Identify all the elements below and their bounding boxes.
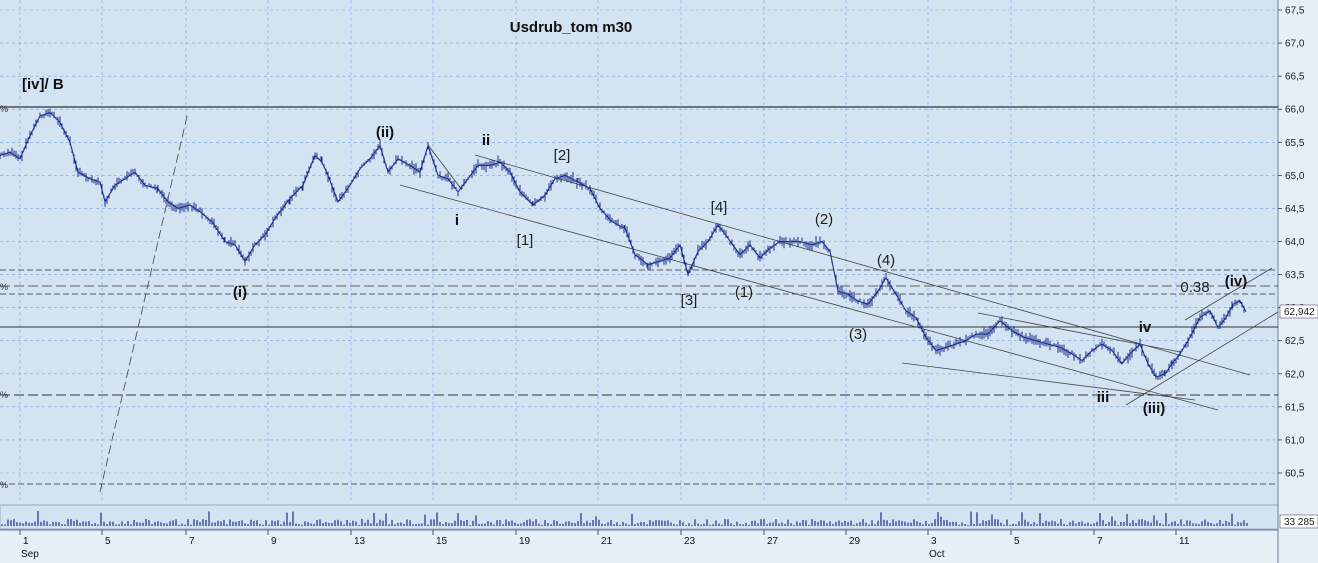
- y-tick-label: 64,5: [1285, 204, 1305, 215]
- chart-title: Usdrub_tom m30: [510, 19, 633, 36]
- y-tick-label: 65,0: [1285, 171, 1305, 182]
- x-month-label: Sep: [21, 549, 39, 560]
- wave-label-i-paren: (i): [233, 284, 247, 301]
- wave-label-b1: [1]: [517, 232, 534, 249]
- volume-value: 33 285: [1284, 517, 1315, 528]
- volume-value-marker: 33 285: [1279, 514, 1318, 529]
- y-tick-label: 64,0: [1285, 237, 1305, 248]
- wave-label-p2: (2): [815, 211, 833, 228]
- trend-line-dashed: [99, 111, 189, 493]
- wave-label-iv-b: [iv]/ B: [22, 76, 64, 93]
- wave-label-iv-paren: (iv): [1225, 273, 1248, 290]
- trend-lines: [99, 111, 1279, 493]
- wave-label-b4: [4]: [711, 199, 728, 216]
- grid-lines: [0, 0, 1278, 500]
- x-tick-label: 7: [1097, 536, 1103, 547]
- y-tick-label: 63,5: [1285, 270, 1305, 281]
- price-axis-panel: [1278, 0, 1318, 563]
- price-series: [0, 108, 1247, 380]
- main-plot-area: [0, 0, 1278, 500]
- wave-label-iii: iii: [1097, 389, 1110, 406]
- wave-label-b2: [2]: [554, 147, 571, 164]
- y-tick-label: 66,0: [1285, 105, 1305, 116]
- x-tick-label: 27: [767, 536, 779, 547]
- last-price-value: 62,942: [1284, 307, 1315, 318]
- trend-segment: [427, 144, 463, 191]
- y-tick-label: 62,0: [1285, 369, 1305, 380]
- channel-line-lower: [399, 184, 1219, 411]
- pct-marker: %: [0, 390, 8, 400]
- x-tick-label: 9: [271, 536, 277, 547]
- trend-segment: [901, 362, 1196, 401]
- wave-label-p4: (4): [877, 252, 895, 269]
- y-tick-label: 61,5: [1285, 402, 1305, 413]
- fib-label: 0.38: [1180, 279, 1209, 296]
- time-axis-panel: [0, 530, 1278, 563]
- x-tick-label: 19: [519, 536, 531, 547]
- y-tick-label: 62,5: [1285, 336, 1305, 347]
- x-tick-label: 13: [354, 536, 366, 547]
- wave-label-ii-paren: (ii): [376, 124, 394, 141]
- volume-bars: [1, 511, 1248, 526]
- x-tick-label: 11: [1179, 536, 1190, 547]
- channel-line-rising-lower: [1125, 311, 1279, 406]
- channel-line-upper: [474, 154, 1251, 376]
- x-tick-label: 7: [189, 536, 195, 547]
- volume-panel: [0, 504, 1279, 530]
- wave-label-b3: [3]: [681, 292, 698, 309]
- pct-marker: %: [0, 282, 8, 292]
- x-month-label: Oct: [929, 549, 945, 560]
- x-tick-label: 29: [849, 536, 861, 547]
- last-price-marker: 62,942: [1279, 304, 1318, 319]
- trend-segment: [977, 312, 1181, 353]
- wave-label-i: i: [455, 212, 459, 229]
- x-tick-label: 1: [23, 536, 29, 547]
- level-lines: [0, 106, 1278, 485]
- pct-marker: %: [0, 104, 8, 114]
- y-tick-label: 65,5: [1285, 138, 1305, 149]
- y-tick-label: 60,5: [1285, 469, 1305, 480]
- y-tick-label: 67,0: [1285, 39, 1305, 50]
- x-tick-label: 15: [436, 536, 448, 547]
- y-tick-label: 66,5: [1285, 72, 1305, 83]
- x-tick-label: 5: [105, 536, 111, 547]
- y-tick-label: 67,5: [1285, 6, 1305, 17]
- wave-label-p1: (1): [735, 284, 753, 301]
- pct-markers: % % % %: [0, 104, 8, 490]
- wave-label-iii-paren: (iii): [1143, 400, 1166, 417]
- wave-label-iv: iv: [1139, 319, 1152, 336]
- x-tick-label: 21: [601, 536, 613, 547]
- channel-line-rising-upper: [1184, 267, 1273, 321]
- pct-marker: %: [0, 480, 8, 490]
- wave-label-ii: ii: [482, 132, 490, 149]
- x-tick-label: 5: [1014, 536, 1020, 547]
- y-tick-label: 61,0: [1285, 435, 1305, 446]
- x-tick-label: 3: [931, 536, 937, 547]
- wave-label-p3: (3): [849, 326, 867, 343]
- wave-labels: [iv]/ B (i) (ii) ii i [2] [1] [4] [3] (1…: [22, 76, 1247, 417]
- x-tick-label: 23: [684, 536, 696, 547]
